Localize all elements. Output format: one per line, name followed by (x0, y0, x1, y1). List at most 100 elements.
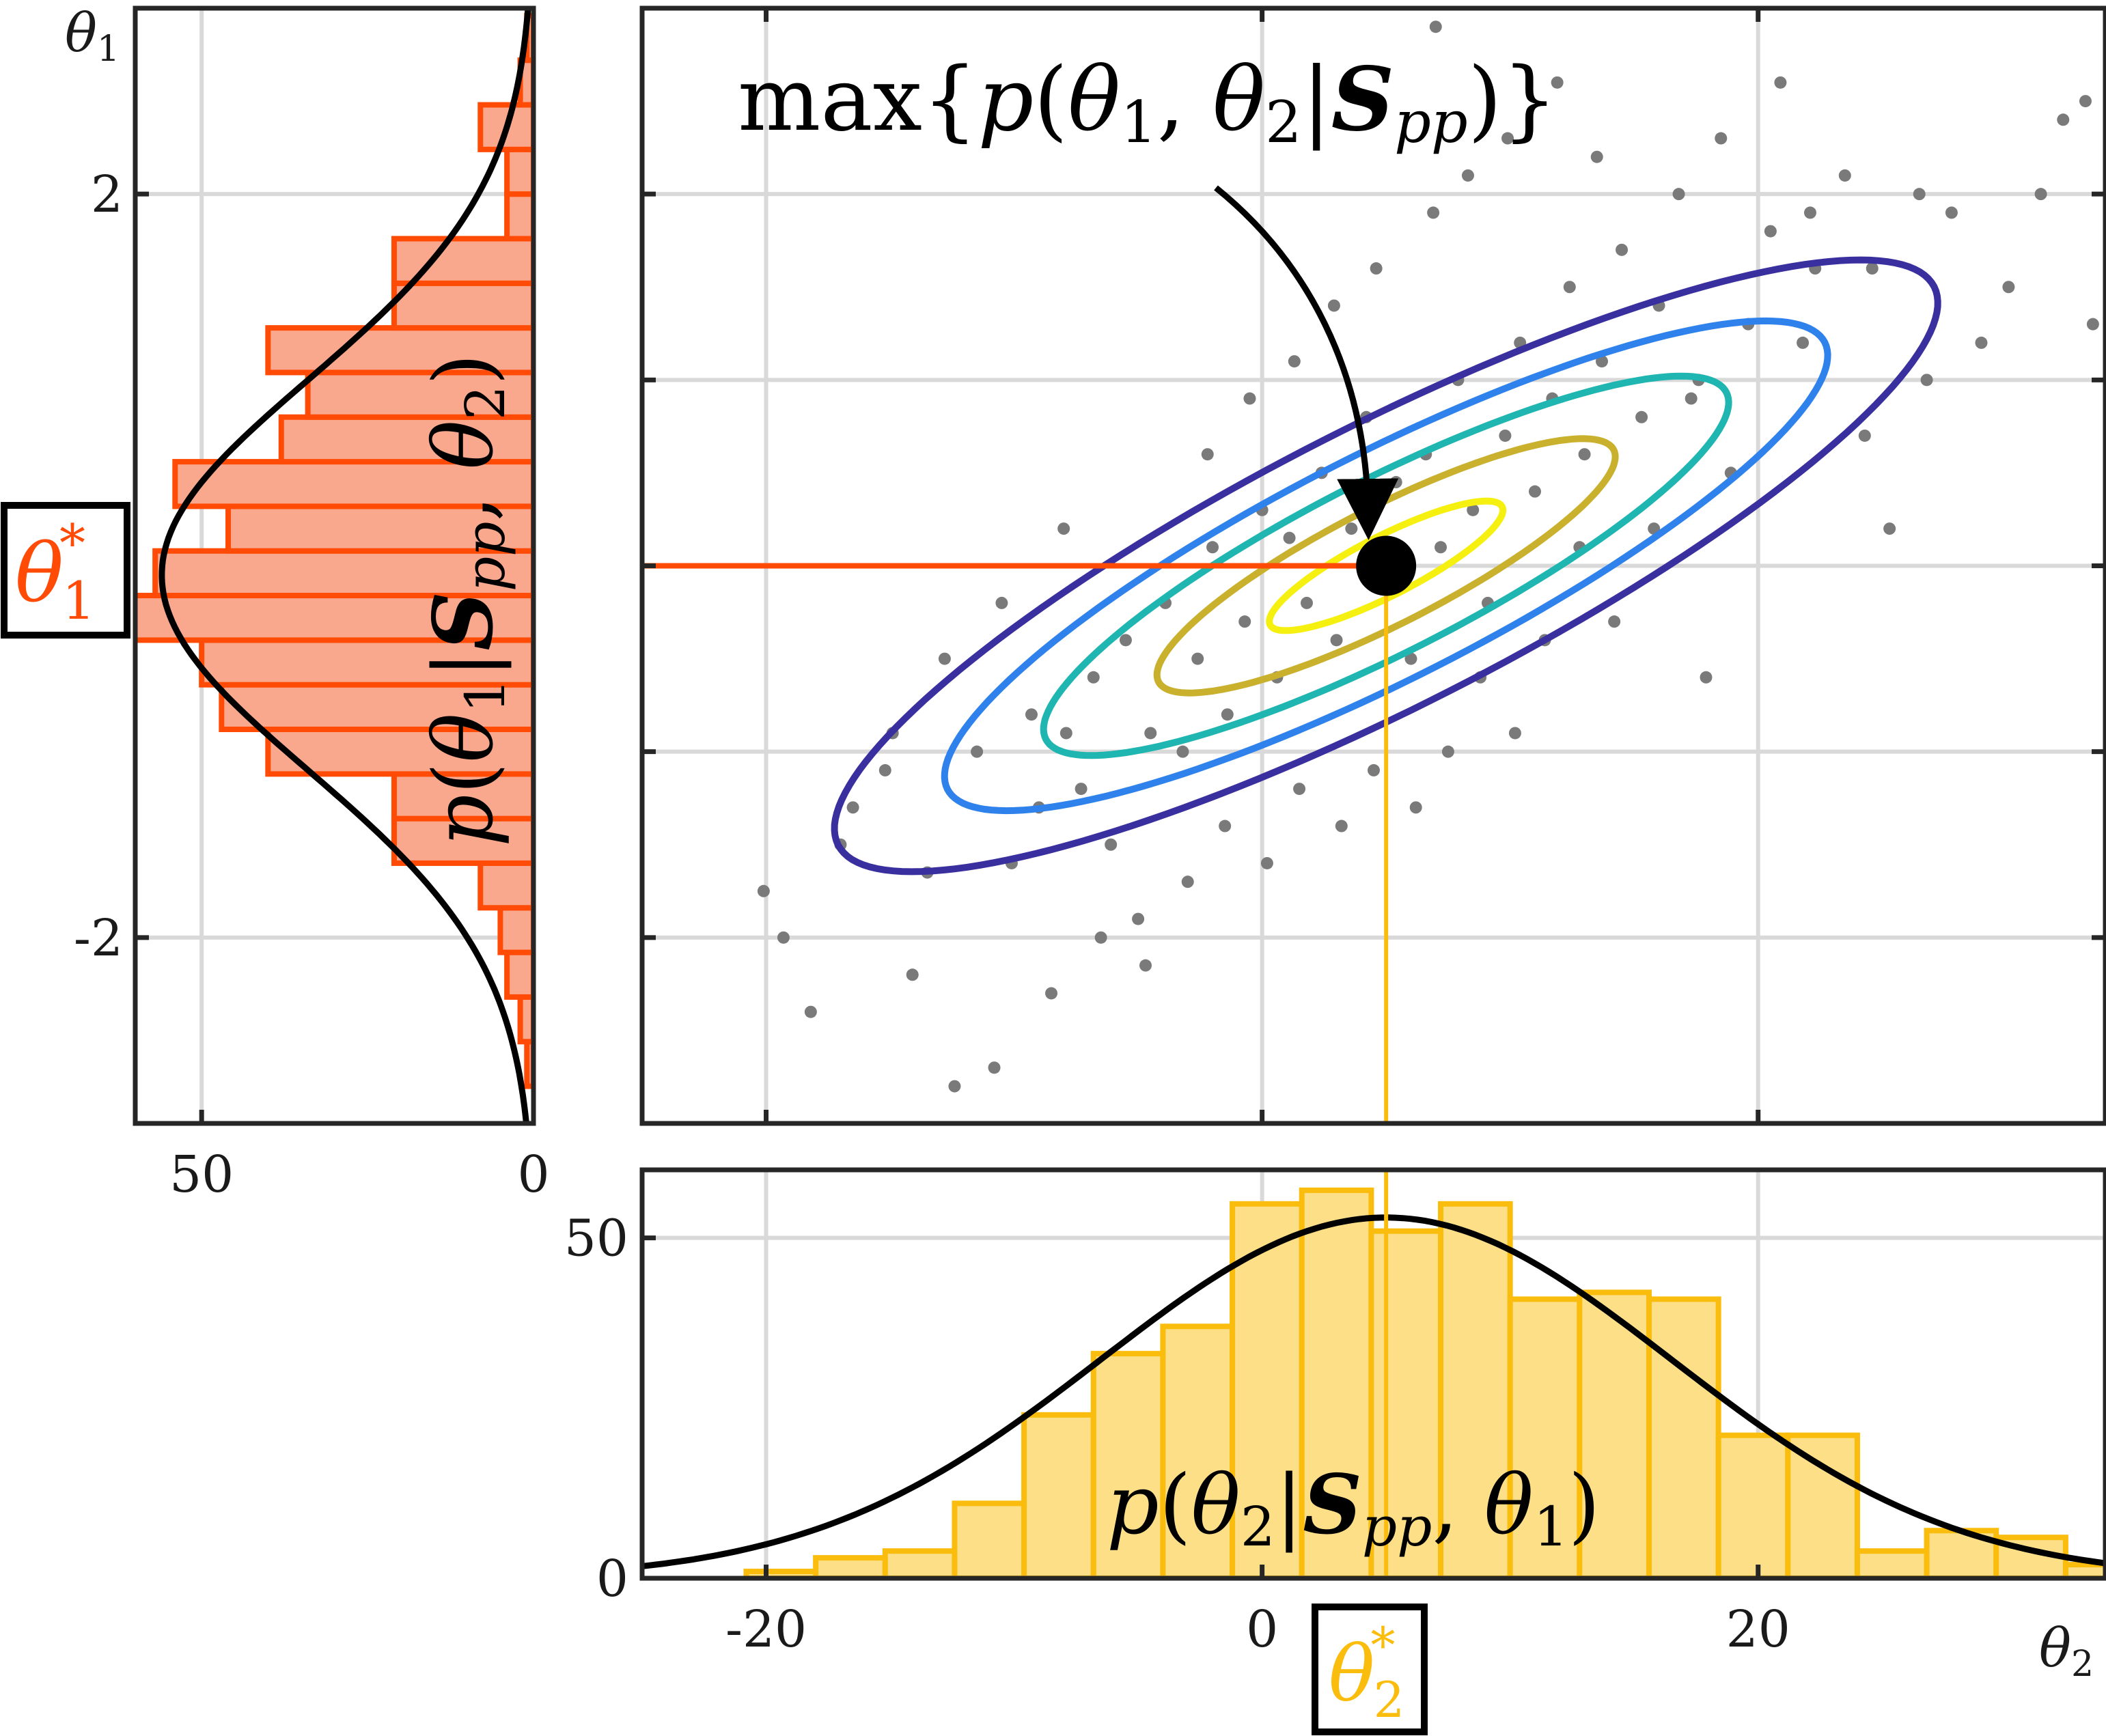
scatter-point (1075, 783, 1087, 796)
theta1-histogram-bar (199, 637, 534, 688)
bottom-axes-frame (639, 1167, 2106, 1581)
left-ytick-label: 2 (91, 165, 123, 224)
scatter-point (1238, 615, 1251, 628)
scatter-point (1608, 615, 1621, 628)
theta2-axis-label: θ2 (2039, 1618, 2094, 1685)
scatter-point (1913, 188, 1926, 201)
bottom-xtick-label: -20 (725, 1600, 807, 1659)
bottom-ytick-label: 0 (596, 1550, 628, 1608)
theta1-histogram-bar (278, 414, 534, 465)
contour-line (941, 317, 1831, 815)
scatter-point (804, 1005, 817, 1018)
scatter-point (1501, 132, 1514, 145)
scatter-point (1345, 522, 1358, 535)
scatter-point (1221, 708, 1234, 721)
scatter-point (1059, 727, 1072, 740)
scatter-point (1201, 448, 1214, 461)
theta2-histogram-bar (1438, 1201, 1513, 1578)
scatter-point (1596, 355, 1609, 368)
theta2-histogram-bar (952, 1500, 1027, 1578)
scatter-point (1327, 299, 1340, 312)
theta2-histogram-bar (1299, 1187, 1374, 1578)
theta1-star-box (1, 502, 130, 639)
scatter-point (1283, 531, 1296, 544)
theta2-histogram-bar (1230, 1201, 1305, 1578)
theta2-star-box (1312, 1604, 1428, 1735)
scatter-point (948, 1080, 961, 1093)
scatter-point (1803, 206, 1816, 219)
theta2-histogram-bar (1577, 1289, 1652, 1578)
scatter-point (995, 596, 1008, 609)
scatter-point (1551, 76, 1564, 89)
joint-panel: max{p(θ1, θ2|Spp)} (639, 5, 2106, 1126)
scatter-point (1260, 856, 1273, 869)
scatter-point (878, 764, 891, 776)
theta2-conditional-label: p(θ2|Spp, θ1) (1107, 1457, 1601, 1558)
scatter-point (1105, 838, 1118, 851)
scatter-point (1508, 727, 1521, 740)
scatter-point (1243, 392, 1256, 405)
left-axes-frame (133, 5, 536, 1126)
scatter-point (1858, 429, 1871, 442)
scatter-point (1461, 169, 1474, 182)
bottom-ytick-label: 50 (564, 1209, 628, 1268)
joint-scatter (757, 20, 2099, 1093)
scatter-point (1045, 987, 1058, 1000)
scatter-point (1975, 336, 1988, 349)
left-ytick-label: -2 (74, 909, 123, 968)
theta1-conditional-label: p(θ1|Spp, θ2) (415, 353, 517, 847)
theta2-histogram-bar (882, 1548, 958, 1578)
theta1-histogram-bar (497, 905, 534, 955)
contour-line (1153, 435, 1619, 697)
scatter-point (1330, 634, 1343, 647)
scatter-point (1176, 745, 1189, 758)
mode-arrow (1214, 185, 1399, 540)
scatter-point (1191, 652, 1204, 665)
scatter-point (1119, 634, 1132, 647)
bottom-ticks: -20 0 20 0 50 (564, 1209, 1790, 1659)
scatter-point (1370, 262, 1383, 275)
contour-line (1040, 372, 1732, 759)
theta1-histogram (135, 12, 534, 1089)
theta1-histogram-bar (391, 815, 534, 866)
theta2-histogram-bar (1368, 1228, 1444, 1578)
scatter-point (971, 745, 984, 758)
theta1-histogram-bar (504, 191, 534, 242)
scatter-point (1685, 392, 1698, 405)
bottom-xtick-label: 0 (1246, 1600, 1278, 1659)
scatter-point (757, 884, 770, 897)
scatter-point (1087, 671, 1100, 684)
theta2-histogram-bar (1715, 1432, 1791, 1578)
scatter-point (1206, 541, 1219, 554)
scatter-point (938, 652, 951, 665)
theta2-histogram-bar (1854, 1548, 1930, 1578)
scatter-point (1389, 476, 1402, 489)
theta2-histogram-bar (1646, 1296, 1721, 1578)
theta2-histogram-bar (1785, 1432, 1860, 1578)
scatter-point (1219, 820, 1232, 832)
scatter-point (2034, 188, 2047, 201)
scatter-point (1429, 20, 1442, 33)
scatter-point (1435, 541, 1447, 554)
scatter-point (1700, 671, 1713, 684)
scatter-point (1094, 931, 1107, 944)
scatter-point (1288, 355, 1301, 368)
scatter-point (2079, 95, 2092, 108)
left-xtick-label: 0 (517, 1145, 549, 1204)
contour-line (1266, 497, 1507, 634)
scatter-point (1132, 912, 1145, 925)
bottom-xtick-label: 20 (1726, 1600, 1790, 1659)
theta2-marginal-panel: -20 0 20 0 50 θ2 p(θ2|Spp, θ1) θ* 2 (564, 1167, 2106, 1735)
theta2-histogram-bar (1507, 1296, 1583, 1578)
scatter-point (846, 801, 859, 814)
joint-axes-frame (639, 5, 2106, 1126)
scatter-point (1590, 150, 1603, 163)
scatter-point (1774, 76, 1787, 89)
scatter-point (1563, 281, 1576, 294)
joint-mode-marker (1356, 535, 1417, 596)
scatter-point (1335, 820, 1348, 832)
scatter-point (777, 931, 790, 944)
scatter-point (2002, 281, 2015, 294)
contour-line (831, 256, 1941, 876)
